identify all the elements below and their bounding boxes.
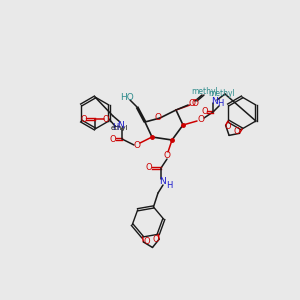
Text: O: O	[225, 122, 232, 131]
Text: methyl: methyl	[192, 88, 218, 97]
Text: O: O	[134, 140, 140, 149]
Text: O: O	[164, 152, 170, 160]
Text: H: H	[217, 98, 223, 107]
Text: O: O	[191, 98, 199, 107]
Text: O: O	[202, 107, 208, 116]
Text: O: O	[146, 164, 152, 172]
Text: O: O	[188, 98, 196, 107]
Text: N: N	[212, 97, 218, 106]
Text: HO: HO	[120, 92, 134, 101]
Text: O: O	[234, 127, 240, 136]
Text: O: O	[143, 237, 150, 246]
Text: N: N	[117, 121, 123, 130]
Text: methyl: methyl	[208, 88, 235, 98]
Text: H: H	[166, 181, 172, 190]
Text: O: O	[103, 115, 109, 124]
Text: H: H	[112, 122, 118, 131]
Text: N: N	[160, 178, 167, 187]
Text: O: O	[153, 235, 160, 244]
Text: O: O	[110, 134, 116, 143]
Text: O: O	[81, 115, 87, 124]
Text: O: O	[197, 115, 205, 124]
Text: ethyl: ethyl	[110, 125, 128, 131]
Text: O: O	[154, 113, 161, 122]
